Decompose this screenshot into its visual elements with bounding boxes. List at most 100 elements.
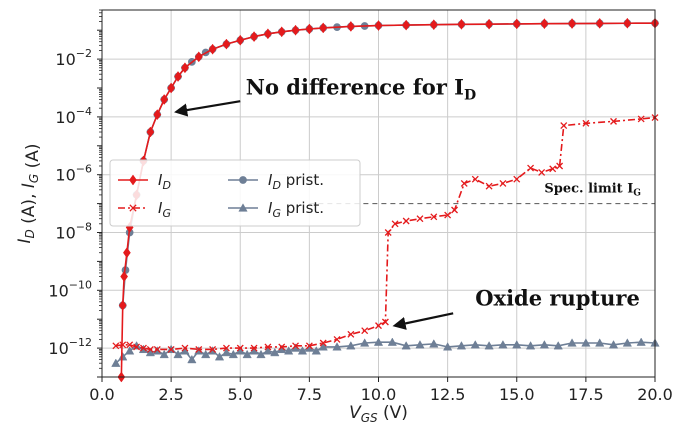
data-point [595, 338, 605, 347]
y-axis-label: ID (A), IG (A) [15, 143, 43, 243]
y-tick-label: 10−12 [48, 336, 92, 358]
x-tick-label: 5.0 [228, 385, 253, 404]
x-tick-label: 17.5 [568, 385, 604, 404]
y-tick-label: 10−4 [55, 105, 92, 127]
data-point [228, 349, 238, 359]
data-point [292, 342, 300, 350]
data-point [525, 341, 536, 350]
data-point [181, 344, 189, 352]
data-point [429, 339, 439, 348]
data-point [305, 23, 314, 35]
legend-label: ID prist. [268, 171, 324, 192]
data-point [160, 94, 169, 105]
data-point [556, 162, 564, 170]
data-point [187, 354, 197, 364]
y-tick-label: 10−2 [55, 47, 92, 69]
annotation-text: Spec. limit IG [544, 182, 641, 199]
legend-marker [239, 176, 247, 184]
data-point [567, 338, 577, 347]
data-point [456, 341, 467, 350]
annotation-text: Oxide rupture [475, 285, 640, 310]
data-point [637, 115, 645, 123]
data-point [513, 175, 521, 183]
x-tick-label: 15.0 [499, 385, 535, 404]
data-point [291, 24, 300, 36]
data-point [250, 31, 258, 43]
legend-label: ID [158, 171, 171, 192]
data-point [560, 122, 568, 130]
data-point [264, 28, 272, 40]
data-point [451, 206, 458, 214]
data-point [174, 71, 182, 82]
legend-box [109, 159, 361, 227]
data-point [167, 345, 175, 353]
data-point [374, 20, 383, 32]
data-point [118, 299, 127, 311]
data-point [214, 352, 225, 361]
data-point [305, 342, 313, 350]
ticks: 0.0 2.5 5.0 7.5 10.0 12.5 15.0 17.5 20.0 10−12 10−… [48, 9, 673, 404]
legend-entry: IG prist. [228, 199, 324, 220]
data-point [264, 343, 272, 351]
data-point [181, 62, 189, 74]
data-point [549, 165, 557, 173]
data-point [384, 229, 392, 236]
data-point [387, 337, 397, 346]
data-point [195, 345, 203, 353]
data-point [277, 26, 286, 38]
annotations: No difference for ID Oxide rupture Spec. l… [174, 74, 641, 330]
data-point [270, 347, 280, 357]
data-point [429, 19, 438, 31]
data-point [375, 322, 382, 330]
data-point [346, 341, 356, 350]
data-point [140, 344, 147, 352]
data-point [208, 43, 217, 55]
data-point [568, 18, 576, 30]
data-point [608, 340, 619, 349]
data-point [120, 271, 128, 282]
data-point [444, 211, 452, 219]
data-point [111, 358, 121, 367]
data-point [112, 342, 120, 350]
grid [101, 10, 656, 377]
legend-marker [129, 174, 137, 186]
legend-entry: IG [118, 199, 171, 220]
data-point [297, 346, 308, 355]
data-point [485, 18, 493, 30]
data-point [119, 341, 127, 349]
x-tick-label: 7.5 [297, 385, 322, 404]
data-point [402, 19, 411, 31]
data-point [222, 38, 231, 50]
data-point [236, 34, 245, 46]
legend-marker [129, 204, 137, 212]
x-axis-label: VGS (V) [349, 403, 408, 425]
data-point [553, 341, 563, 350]
series-line [115, 116, 656, 351]
data-point [595, 17, 604, 29]
data-point [581, 338, 591, 347]
data-point [460, 179, 468, 187]
data-point [512, 18, 521, 30]
x-tick-label: 20.0 [637, 385, 673, 404]
data-point [416, 215, 424, 223]
legend-label: IG prist. [268, 199, 324, 220]
data-point [222, 344, 230, 352]
data-point [332, 342, 342, 351]
annotation-text: No difference for ID [246, 74, 476, 103]
legend-entry: ID [118, 171, 171, 192]
data-point [485, 182, 493, 190]
data-point [221, 347, 232, 357]
data-point [484, 341, 494, 350]
data-point [311, 346, 321, 355]
legend: ID IG ID prist. IG prist. [109, 159, 361, 227]
data-point [146, 126, 155, 138]
data-point [319, 339, 327, 347]
data-point [167, 82, 176, 94]
data-point [126, 341, 134, 349]
data-point [133, 343, 141, 351]
data-point [146, 345, 154, 353]
annotation-oxide: Oxide rupture [392, 285, 640, 330]
legend-label: IG [158, 199, 171, 220]
y-tick-label: 10−10 [48, 278, 92, 300]
